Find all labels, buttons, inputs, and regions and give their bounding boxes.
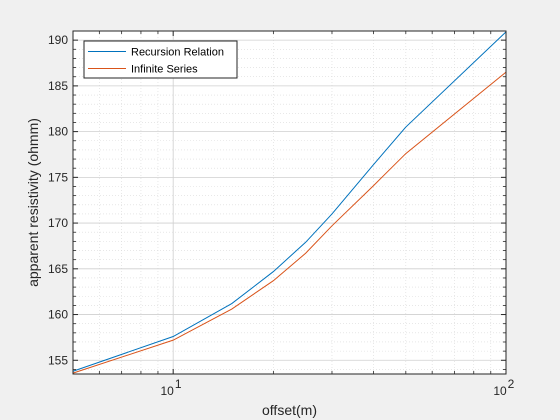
x-tick-label: 10	[161, 384, 175, 398]
y-tick-label: 160	[48, 308, 68, 322]
y-tick-label: 170	[48, 216, 68, 230]
major-grid	[73, 31, 507, 374]
legend: Recursion Relation Infinite Series	[83, 40, 238, 79]
y-tick-label: 165	[48, 262, 68, 276]
plot-frame	[72, 30, 507, 375]
y-tick-label: 190	[48, 33, 68, 47]
series-layer	[72, 31, 507, 374]
x-tick-label: 10	[493, 384, 507, 398]
y-tick-label: 180	[48, 125, 68, 139]
series-line-infinite-series	[72, 71, 507, 374]
legend-label-infinite-series: Infinite Series	[131, 64, 198, 76]
y-tick-label: 175	[48, 170, 68, 184]
plot-area	[73, 31, 506, 374]
y-tick-labels: 155 160 165 170 175 180 185 190	[48, 33, 68, 367]
tick-marks	[73, 30, 507, 374]
legend-box	[83, 40, 238, 79]
minor-grid	[73, 30, 506, 374]
y-tick-label: 155	[48, 353, 68, 367]
series-line-recursion-relation	[72, 31, 507, 372]
y-tick-label: 185	[48, 79, 68, 93]
x-tick-labels: 10 1 10 2	[161, 377, 515, 398]
y-axis-label: apparent resistivity (ohmm)	[25, 118, 41, 287]
x-axis-label: offset(m)	[262, 402, 317, 418]
x-tick-label-exponent: 2	[508, 377, 515, 391]
x-tick-label-exponent: 1	[175, 377, 182, 391]
legend-label-recursion-relation: Recursion Relation	[131, 47, 224, 59]
